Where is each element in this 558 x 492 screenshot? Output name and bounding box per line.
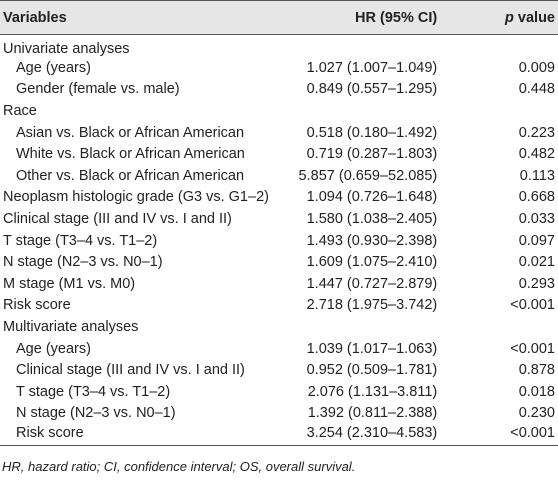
- label-cell: Clinical stage (III and IV vs. I and II): [16, 362, 245, 379]
- p-cell: 0.018: [518, 383, 555, 400]
- label-cell: Gender (female vs. male): [16, 81, 180, 98]
- hr-cell: 2.718 (1.975–3.742): [306, 297, 438, 314]
- header-row: Variables HR (95% CI) p value: [0, 0, 558, 35]
- table-row: Risk score 2.718 (1.975–3.742) <0.001: [0, 295, 558, 317]
- header-cell: p value: [499, 1, 558, 35]
- label-cell: Risk score: [16, 425, 84, 442]
- label-cell: Race: [3, 102, 37, 119]
- p-cell: <0.001: [510, 340, 555, 357]
- hr-cell: 2.076 (1.131–3.811): [307, 383, 438, 400]
- p-cell: 0.668: [518, 189, 555, 206]
- p-cell: 0.448: [518, 81, 555, 98]
- label-cell: T stage (T3–4 vs. T1–2): [16, 383, 171, 400]
- p-cell: 0.878: [518, 362, 555, 379]
- hr-cell: 0.719 (0.287–1.803): [306, 146, 438, 163]
- hr-cell: 1.094 (0.726–1.648): [306, 189, 438, 206]
- table-row: Age (years) 1.039 (1.017–1.063) <0.001: [0, 338, 558, 360]
- table-row: Clinical stage (III and IV vs. I and II)…: [0, 359, 558, 381]
- page: Variables HR (95% CI) p value Univariate…: [0, 0, 558, 474]
- label-cell: N stage (N2–3 vs. N0–1): [3, 254, 163, 271]
- label-cell: Age (years): [16, 59, 91, 76]
- label-cell: Asian vs. Black or African American: [16, 124, 245, 141]
- header-cell: HR (95% CI): [355, 9, 438, 26]
- label-cell: Age (years): [16, 340, 91, 357]
- table-row: Gender (female vs. male) 0.849 (0.557–1.2…: [0, 79, 558, 101]
- label-cell: Neoplasm histologic grade (G3 vs. G1–2): [3, 189, 269, 206]
- table-body: Univariate analyses Age (years) 1.027 (1.0…: [0, 35, 558, 446]
- p-cell: 0.033: [518, 210, 555, 227]
- table-row: N stage (N2–3 vs. N0–1) 1.609 (1.075–2.41…: [0, 251, 558, 273]
- p-cell: 0.113: [519, 167, 555, 184]
- header-cell: Variables: [3, 9, 67, 26]
- table-row: White vs. Black or African American 0.719…: [0, 143, 558, 165]
- table-row: T stage (T3–4 vs. T1–2) 1.493 (0.930–2.39…: [0, 230, 558, 252]
- table-row: Age (years) 1.027 (1.007–1.049) 0.009: [0, 57, 558, 79]
- hr-cell: [285, 100, 499, 122]
- label-cell: Univariate analyses: [3, 41, 130, 57]
- hr-cell: [285, 35, 499, 58]
- hr-cell: 1.580 (1.038–2.405): [306, 210, 438, 227]
- hr-cell: 1.392 (0.811–2.388): [307, 405, 438, 422]
- table-row: Neoplasm histologic grade (G3 vs. G1–2) 1…: [0, 187, 558, 209]
- p-cell: <0.001: [510, 425, 555, 442]
- hr-cell: 0.849 (0.557–1.295): [306, 81, 438, 98]
- label-cell: N stage (N2–3 vs. N0–1): [16, 405, 176, 422]
- table-row: M stage (M1 vs. M0) 1.447 (0.727–2.879) 0.…: [0, 273, 558, 295]
- table-row: T stage (T3–4 vs. T1–2) 2.076 (1.131–3.81…: [0, 381, 558, 403]
- table-row: Risk score 3.254 (2.310–4.583) <0.001: [0, 424, 558, 446]
- p-cell: 0.021: [518, 254, 555, 271]
- p-cell: 0.482: [518, 146, 555, 163]
- label-cell: Other vs. Black or African American: [16, 167, 245, 184]
- label-cell: White vs. Black or African American: [16, 146, 245, 163]
- hr-cell: 3.254 (2.310–4.583): [306, 425, 438, 442]
- p-cell: [499, 316, 558, 338]
- p-cell: [499, 100, 558, 122]
- hr-cell: 1.027 (1.007–1.049): [306, 59, 438, 76]
- table-row: N stage (N2–3 vs. N0–1) 1.392 (0.811–2.38…: [0, 403, 558, 425]
- hr-cell: 1.039 (1.017–1.063): [306, 340, 438, 357]
- p-cell: [499, 35, 558, 58]
- table-row: Multivariate analyses: [0, 316, 558, 338]
- p-cell: 0.097: [518, 232, 555, 249]
- header-italic: p: [505, 9, 514, 26]
- footnote: HR, hazard ratio; CI, confidence interva…: [2, 459, 356, 475]
- table-row: Asian vs. Black or African American 0.518…: [0, 122, 558, 144]
- label-cell: Risk score: [3, 297, 71, 314]
- label-cell: T stage (T3–4 vs. T1–2): [3, 232, 158, 249]
- hr-cell: 1.609 (1.075–2.410): [306, 254, 438, 271]
- p-cell: 0.009: [518, 59, 555, 76]
- p-cell: 0.223: [518, 124, 555, 141]
- hr-cell: [285, 316, 499, 338]
- table-row: Univariate analyses: [0, 35, 558, 58]
- hr-cell: 0.518 (0.180–1.492): [306, 124, 438, 141]
- results-table: Variables HR (95% CI) p value Univariate…: [0, 0, 558, 446]
- label-cell: Clinical stage (III and IV vs. I and II): [3, 210, 232, 227]
- hr-cell: 1.493 (0.930–2.398): [306, 232, 438, 249]
- p-cell: 0.230: [518, 405, 555, 422]
- label-cell: M stage (M1 vs. M0): [3, 275, 136, 292]
- p-cell: <0.001: [510, 297, 555, 314]
- table-row: Other vs. Black or African American 5.857…: [0, 165, 558, 187]
- label-cell: Multivariate analyses: [3, 318, 139, 335]
- hr-cell: 0.952 (0.509–1.781): [306, 362, 438, 379]
- table-row: Race: [0, 100, 558, 122]
- hr-cell: 5.857 (0.659–52.085): [298, 167, 438, 184]
- hr-cell: 1.447 (0.727–2.879): [306, 275, 438, 292]
- table-row: Clinical stage (III and IV vs. I and II)…: [0, 208, 558, 230]
- header-text: value: [517, 9, 555, 26]
- p-cell: 0.293: [518, 275, 555, 292]
